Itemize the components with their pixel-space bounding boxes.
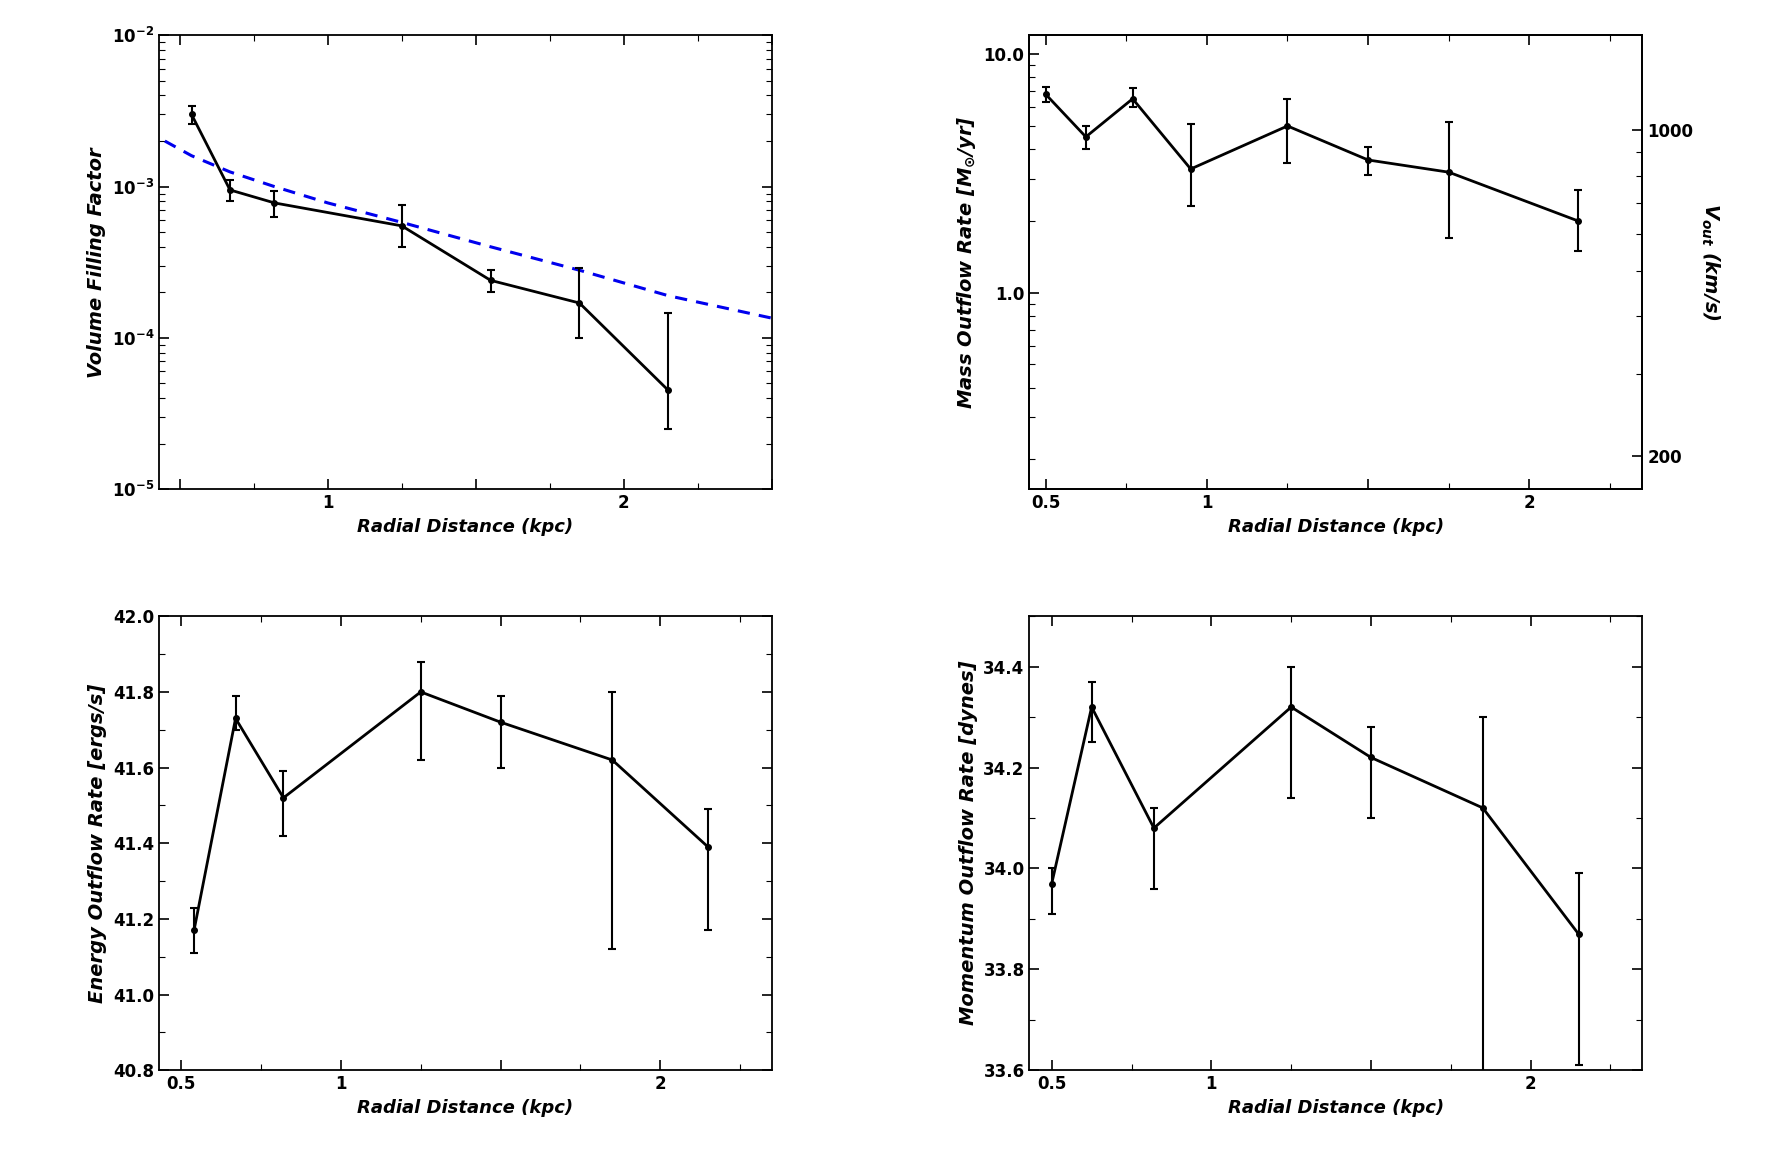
Y-axis label: Momentum Outflow Rate [dynes]: Momentum Outflow Rate [dynes] — [959, 661, 978, 1025]
X-axis label: Radial Distance (kpc): Radial Distance (kpc) — [357, 517, 574, 535]
Y-axis label: Volume Filling Factor: Volume Filling Factor — [87, 147, 106, 377]
Y-axis label: Mass Outflow Rate [$M_{\odot}$/yr]: Mass Outflow Rate [$M_{\odot}$/yr] — [955, 115, 978, 409]
X-axis label: Radial Distance (kpc): Radial Distance (kpc) — [1227, 1098, 1445, 1116]
X-axis label: Radial Distance (kpc): Radial Distance (kpc) — [357, 1098, 574, 1116]
Y-axis label: $V_{out}$ (km/s): $V_{out}$ (km/s) — [1699, 203, 1722, 321]
Y-axis label: Energy Outflow Rate [ergs/s]: Energy Outflow Rate [ergs/s] — [88, 683, 108, 1003]
X-axis label: Radial Distance (kpc): Radial Distance (kpc) — [1227, 517, 1445, 535]
